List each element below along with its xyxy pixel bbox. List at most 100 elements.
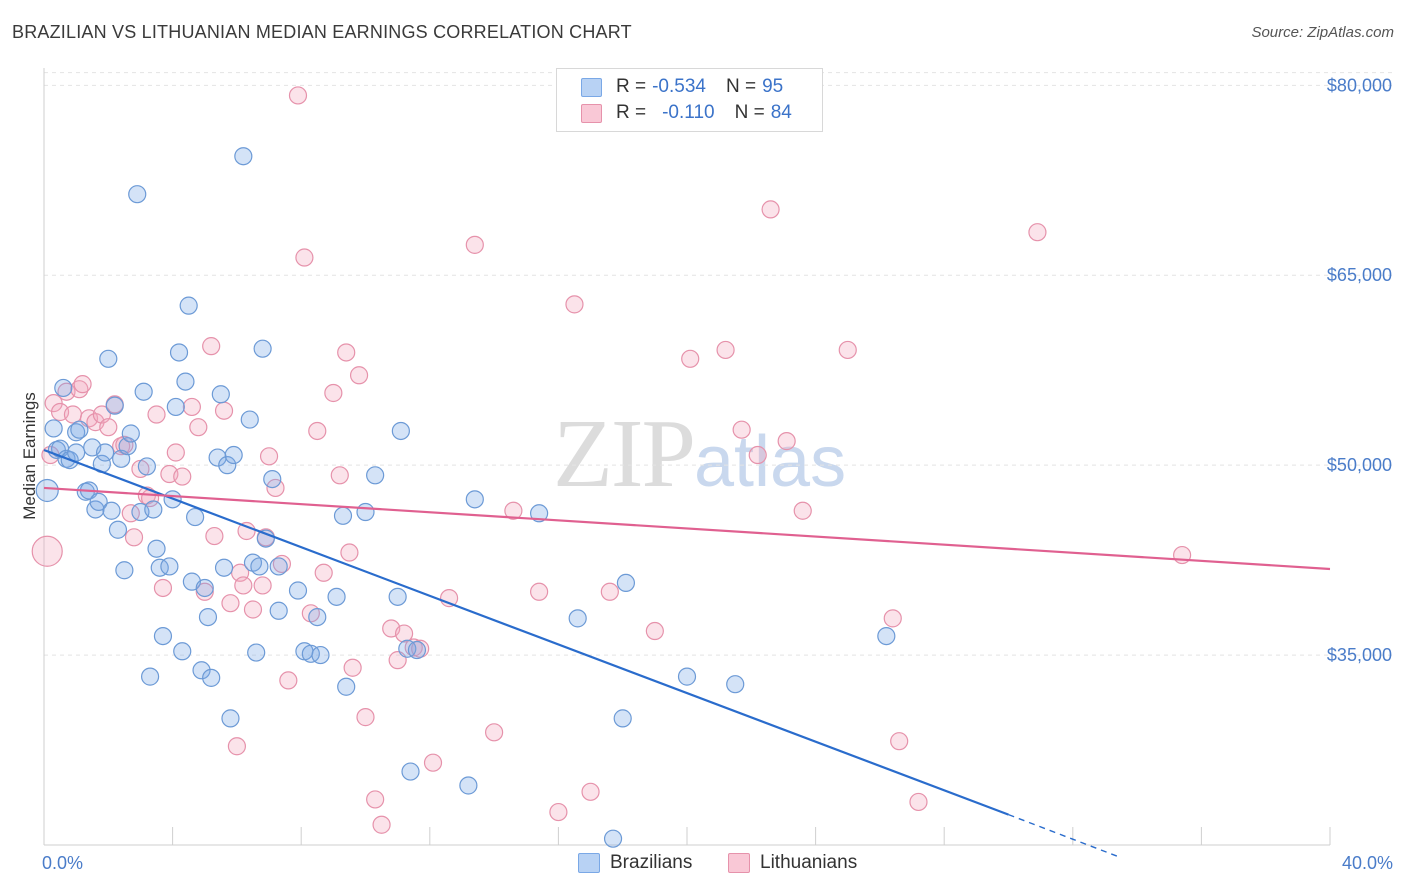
lithuanians-point [681, 349, 700, 368]
legend-n-label: N = [725, 76, 757, 97]
brazilians-point [726, 675, 745, 694]
brazilians-point [603, 829, 623, 848]
brazilians-point [150, 558, 169, 577]
lithuanians-point [166, 443, 185, 462]
lithuanians-point [214, 401, 234, 420]
lithuanians-point [173, 467, 192, 486]
brazilians-point [134, 382, 153, 401]
brazilians-point [530, 504, 549, 523]
brazilians-point [214, 558, 234, 577]
brazilians-point [137, 457, 156, 476]
brazilians-point [459, 776, 478, 795]
brazilians-point [407, 640, 427, 660]
brazilians-point [128, 185, 147, 204]
brazilians-point [263, 469, 282, 489]
brazilians-point [198, 607, 218, 627]
brazilians-point [147, 539, 166, 558]
brazilians-point [195, 578, 214, 598]
brazilians-trend-line [43, 448, 1009, 816]
lithuanians-trend-line [43, 486, 1331, 571]
legend-swatch-brazilians [581, 77, 602, 97]
lithuanians-point [44, 394, 63, 413]
y-axis-title: Median Earnings [20, 392, 39, 520]
brazilians-point [99, 349, 118, 368]
brazilians-point [269, 557, 288, 576]
brazilians-point [169, 343, 189, 362]
chart-title: BRAZILIAN VS LITHUANIAN MEDIAN EARNINGS … [12, 22, 632, 42]
brazilians-point [192, 661, 211, 680]
brazilians-point [613, 709, 632, 728]
lithuanians-point [1028, 223, 1047, 242]
y-tick-label: $80,000 [1327, 75, 1392, 95]
brazilians-point [70, 420, 89, 439]
lithuanians-point [394, 624, 414, 643]
y-tick-label: $50,000 [1327, 455, 1392, 475]
bottom-swatch-brazilians [578, 853, 600, 873]
x-tick-label: 0.0% [42, 853, 83, 873]
lithuanians-point [31, 535, 63, 567]
brazilians-point [186, 507, 205, 527]
brazilians-point [337, 677, 356, 696]
bottom-swatch-lithuanians [728, 853, 750, 873]
axes [43, 68, 1331, 846]
lithuanians-point [343, 658, 362, 677]
brazilians-point [153, 626, 173, 646]
bottom-legend-brazilians: Brazilians [578, 852, 692, 874]
brazilians-point [166, 397, 185, 417]
lithuanians-point [423, 753, 443, 772]
lithuanians-point [221, 594, 240, 613]
lithuanians-point [485, 723, 504, 742]
legend-r-value: -0.534 [652, 76, 706, 97]
brazilians-point [218, 456, 237, 475]
lithuanians-point [330, 466, 349, 485]
brazilians-point [288, 581, 308, 600]
watermark-zip: ZIP [553, 400, 696, 508]
lithuanians-point [234, 576, 253, 595]
legend-r-value: -0.110 [662, 102, 715, 123]
source-label: Source: ZipAtlas.com [1251, 24, 1394, 41]
lithuanians-point [63, 405, 83, 424]
brazilians-point [253, 339, 272, 358]
lithuanians-point [259, 447, 279, 466]
brazilians-point [176, 372, 195, 391]
brazilians-point [269, 601, 288, 620]
brazilians-point [144, 500, 163, 519]
brazilians-point [89, 492, 108, 511]
brazilians-point [224, 445, 243, 465]
lithuanians-point [237, 521, 256, 541]
lithuanians-point [227, 737, 246, 756]
lithuanians-point [581, 782, 600, 801]
lithuanians-point [195, 582, 214, 601]
brazilians-point [247, 643, 266, 662]
lithuanians-point [124, 528, 144, 547]
brazilians-point [568, 609, 587, 628]
lithuanians-point [121, 504, 140, 523]
lithuanians-point [288, 86, 308, 105]
brazilians-point [35, 478, 59, 503]
lithuanians-point [308, 421, 327, 441]
brazilians-point [67, 443, 86, 462]
lithuanians-point [645, 621, 664, 641]
lithuanians-point [340, 543, 359, 562]
bottom-legend-label: Brazilians [610, 852, 693, 873]
brazilians-point [102, 501, 121, 520]
brazilians-point [140, 667, 160, 686]
brazilians-point [95, 443, 115, 462]
legend-n-label: N = [734, 102, 765, 123]
lithuanians-point [565, 295, 584, 314]
correlation-legend: R = -0.534 N = 95 R = -0.110 N = 84 [556, 68, 823, 132]
lithuanians-point [465, 235, 484, 254]
lithuanians-point [205, 526, 224, 546]
brazilians-point [234, 147, 253, 166]
brazilians-point [115, 561, 134, 580]
lithuanians-point [716, 340, 735, 360]
lithuanians-point [600, 582, 619, 601]
lithuanians-point [349, 366, 369, 385]
lithuanians-point [147, 405, 166, 424]
lithuanians-point [279, 671, 298, 690]
y-tick-label: $65,000 [1327, 265, 1392, 285]
brazilians-point [465, 490, 484, 509]
lithuanians-point [337, 343, 356, 362]
lithuanians-point [549, 802, 568, 822]
